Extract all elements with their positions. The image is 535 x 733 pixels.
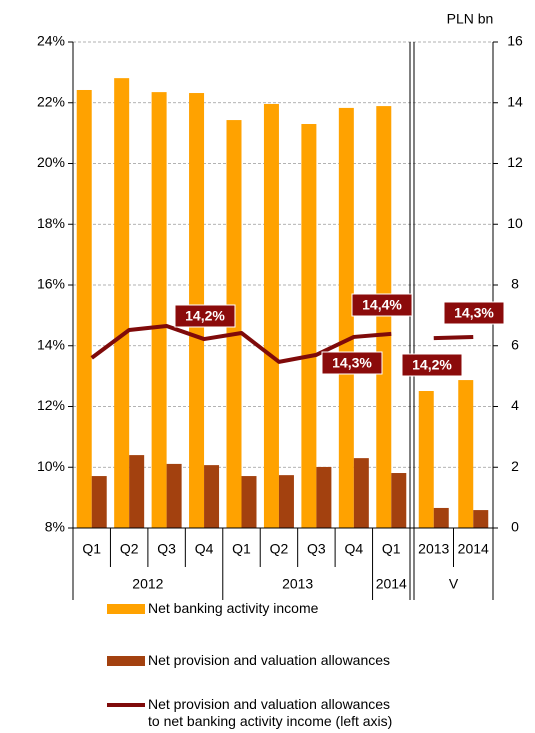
bar bbox=[204, 465, 220, 528]
x-tick-label: Q1 bbox=[382, 541, 401, 557]
x-tick-label: Q4 bbox=[195, 541, 214, 557]
bar bbox=[129, 455, 145, 528]
x-tick-label: Q1 bbox=[82, 541, 101, 557]
legend-label: Net banking activity income bbox=[148, 600, 319, 616]
bar bbox=[301, 124, 317, 528]
legend-label-line: to net banking activity income (left axi… bbox=[148, 713, 392, 729]
y2-tick-label: 8 bbox=[511, 276, 519, 292]
annotation: 14,4% bbox=[362, 297, 402, 313]
y2-tick-label: 0 bbox=[511, 519, 519, 535]
y-tick-label: 14% bbox=[37, 336, 65, 352]
bar bbox=[114, 78, 130, 529]
line bbox=[433, 334, 474, 341]
y2-tick-label: 14 bbox=[507, 93, 523, 109]
group-label: V bbox=[449, 576, 459, 592]
bar bbox=[151, 92, 167, 529]
bar bbox=[166, 463, 182, 528]
bar bbox=[241, 476, 257, 528]
x-tick-label: Q3 bbox=[307, 541, 326, 557]
bar bbox=[376, 106, 392, 528]
y2-tick-label: 12 bbox=[507, 154, 523, 170]
annotation-box bbox=[351, 293, 413, 317]
group-label: 2014 bbox=[376, 576, 407, 592]
bar bbox=[91, 476, 107, 528]
legend-label-line: Net provision and valuation allowances bbox=[148, 652, 390, 668]
bar bbox=[433, 507, 449, 528]
bar bbox=[316, 466, 332, 528]
bar bbox=[338, 107, 354, 528]
annotation-box bbox=[401, 353, 463, 377]
y2-tick-label: 2 bbox=[511, 458, 519, 474]
bar bbox=[263, 103, 279, 528]
x-tick-label: Q2 bbox=[270, 541, 289, 557]
annotation: 14,3% bbox=[332, 355, 372, 371]
y-tick-label: 16% bbox=[37, 276, 65, 292]
annotation-box bbox=[443, 301, 505, 325]
y-tick-label: 18% bbox=[37, 215, 65, 231]
line bbox=[90, 324, 392, 364]
y-tick-label: 8% bbox=[45, 519, 65, 535]
x-tick-label: Q2 bbox=[120, 541, 139, 557]
legend-label: Net provision and valuation allowances to… bbox=[148, 696, 392, 729]
x-tick-label: 2013 bbox=[418, 541, 449, 557]
y-tick-label: 12% bbox=[37, 397, 65, 413]
y-tick-label: 10% bbox=[37, 458, 65, 474]
legend-label-line: Net banking activity income bbox=[148, 600, 319, 616]
annotation-box bbox=[174, 304, 236, 328]
annotation: 14,2% bbox=[185, 308, 225, 324]
y2-tick-label: 10 bbox=[507, 215, 523, 231]
legend-label-line: Net provision and valuation allowances bbox=[148, 696, 390, 712]
x-tick-label: Q4 bbox=[344, 541, 363, 557]
y-tick-label: 24% bbox=[37, 33, 65, 49]
legend-swatch bbox=[107, 604, 145, 614]
bar bbox=[353, 458, 369, 528]
annotation: 14,2% bbox=[412, 357, 452, 373]
y2-tick-label: 6 bbox=[511, 336, 519, 352]
y-tick-label: 20% bbox=[37, 154, 65, 170]
y2-tick-label: 4 bbox=[511, 397, 519, 413]
x-tick-label: 2014 bbox=[458, 541, 489, 557]
bar bbox=[278, 475, 294, 528]
legend-label: Net provision and valuation allowances bbox=[148, 652, 390, 668]
unit-label: PLN bn bbox=[447, 11, 494, 27]
x-tick-label: Q3 bbox=[157, 541, 176, 557]
annotation: 14,3% bbox=[454, 305, 494, 321]
bar bbox=[391, 473, 407, 528]
x-tick-label: Q1 bbox=[232, 541, 251, 557]
bar bbox=[458, 380, 474, 528]
y2-tick-label: 16 bbox=[507, 33, 523, 49]
bar bbox=[473, 510, 489, 528]
group-label: 2012 bbox=[132, 576, 163, 592]
annotation-box bbox=[321, 351, 383, 375]
group-label: 2013 bbox=[282, 576, 313, 592]
bar bbox=[76, 89, 92, 529]
bar bbox=[418, 391, 434, 528]
legend-swatch bbox=[107, 656, 145, 666]
y-tick-label: 22% bbox=[37, 93, 65, 109]
